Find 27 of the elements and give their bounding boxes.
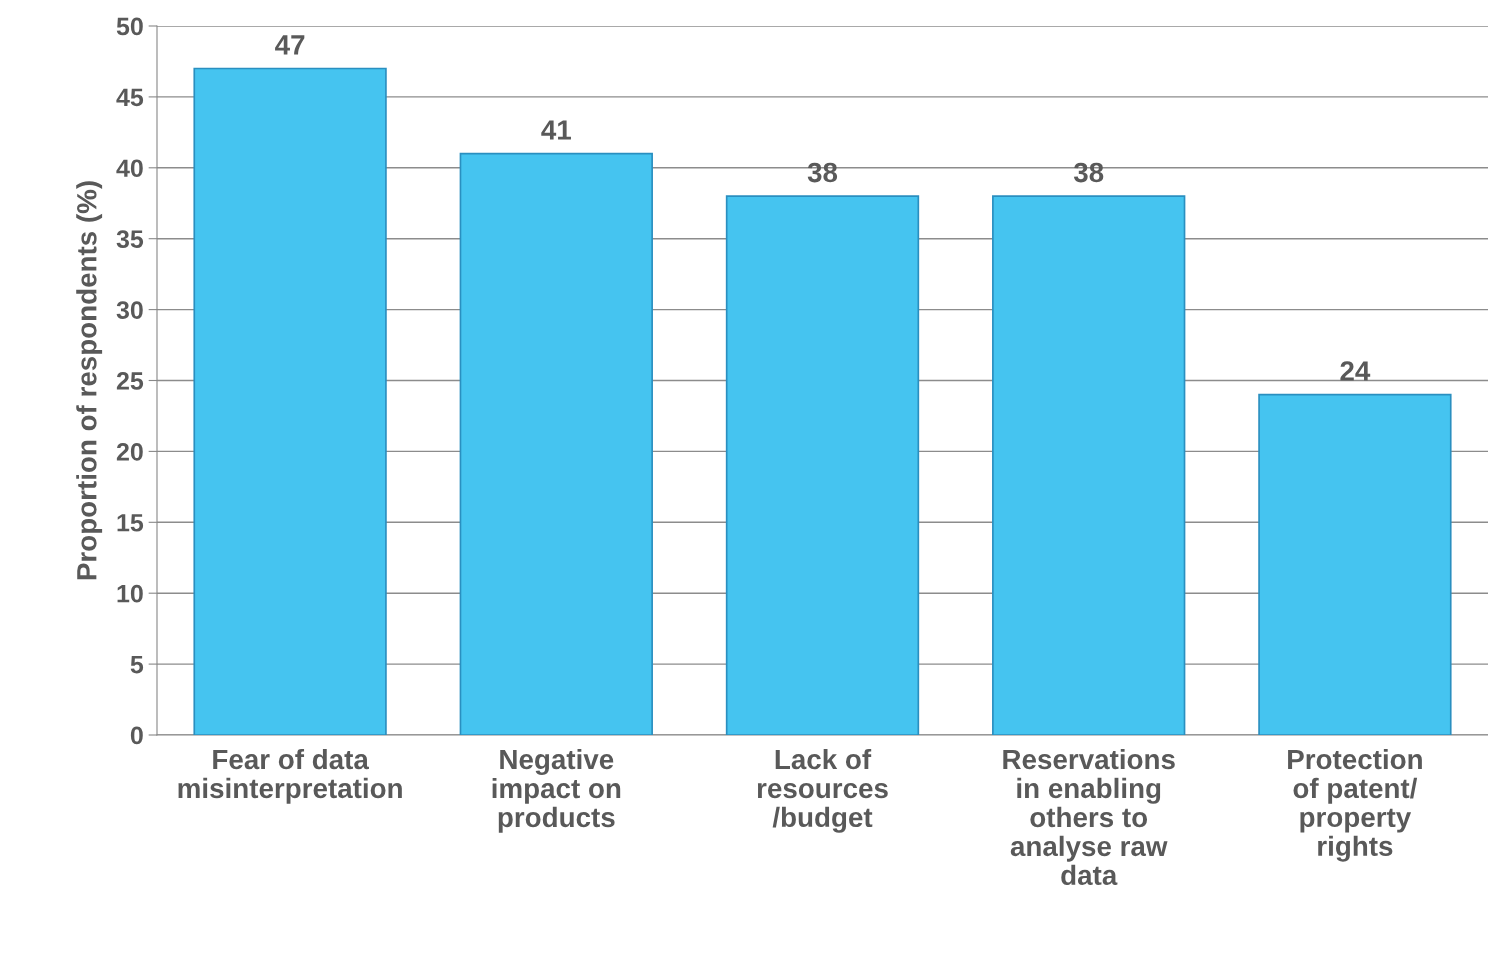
data-label: 24 bbox=[1340, 361, 1371, 381]
y-tick-label: 45 bbox=[116, 88, 144, 107]
bar bbox=[992, 195, 1186, 735]
bar bbox=[459, 152, 653, 735]
y-tick-label: 50 bbox=[116, 17, 143, 36]
y-tick-label: 35 bbox=[116, 230, 144, 249]
y-tick-label: 15 bbox=[117, 514, 144, 532]
y-tick-label: 20 bbox=[116, 443, 143, 461]
x-tick-label: Negative impact on products bbox=[492, 748, 621, 833]
y-tick-label: 30 bbox=[116, 301, 143, 319]
x-tick-label: Protection of patent/ property rights bbox=[1288, 748, 1422, 862]
y-tick-label: 5 bbox=[130, 655, 144, 674]
x-tick-label: Reservations in enabling others to analyse raw data bbox=[1003, 748, 1175, 886]
bar bbox=[1258, 393, 1452, 735]
data-label: 41 bbox=[541, 120, 571, 140]
bar bbox=[193, 67, 387, 735]
data-label: 38 bbox=[807, 162, 838, 183]
y-axis-title: Proportion of respondents (%) bbox=[76, 181, 103, 580]
x-tick-label: Fear of data misinterpretation bbox=[178, 748, 402, 804]
y-tick-label: 25 bbox=[116, 372, 144, 390]
y-tick-label: 10 bbox=[117, 584, 143, 603]
y-tick-label: 0 bbox=[130, 726, 143, 745]
data-label: 38 bbox=[1073, 162, 1104, 183]
y-tick-label: 40 bbox=[116, 159, 143, 178]
bar bbox=[725, 195, 920, 735]
x-tick-label: Lack of resources /budget bbox=[757, 748, 888, 833]
data-label: 47 bbox=[275, 35, 305, 55]
